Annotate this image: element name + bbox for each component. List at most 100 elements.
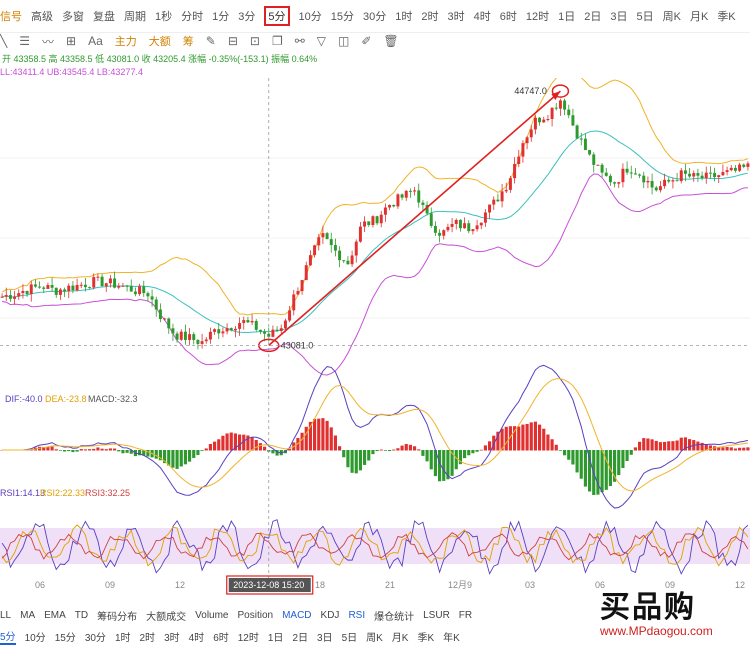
tab-item[interactable]: MACD [282,609,312,621]
tab-item[interactable]: 5日 [341,632,358,644]
period-tab[interactable]: 10分 [298,11,322,23]
line-tool-icon[interactable]: ╲ [0,34,8,48]
tab-item[interactable]: TD [74,609,89,621]
period-tab[interactable]: 分时 [181,11,204,23]
tab-item[interactable]: 4时 [188,632,205,644]
candle-body [4,295,8,297]
tab-item[interactable]: FR [458,609,473,621]
tab-item[interactable]: EMA [44,609,66,621]
tab-item[interactable]: 周K [366,632,383,644]
camera-icon[interactable]: ◫ [338,34,350,48]
tab-item[interactable]: 5分 [0,628,16,645]
rsi-line [1,532,749,561]
candle-body [513,164,517,179]
tab-item[interactable]: LL [0,609,12,621]
hline-tool-icon[interactable]: ☰ [19,34,30,48]
tab-item[interactable]: LSUR [423,609,450,621]
period-tab[interactable]: 12时 [525,11,550,23]
crosshair-tool-icon[interactable]: ⊞ [66,34,77,48]
tab-item[interactable]: 1日 [267,632,284,644]
tab-item[interactable]: RSI [348,609,366,621]
macd-bar [121,450,125,454]
tab-item[interactable]: 3时 [164,632,180,644]
period-tab[interactable]: 2时 [421,11,439,23]
toolbar-item[interactable]: 主力 [114,36,137,48]
macd-bar [113,448,117,451]
period-tab[interactable]: 4时 [473,11,491,23]
lock-icon[interactable]: ⊡ [249,34,260,48]
candle-body [83,284,87,288]
tab-item[interactable]: 1时 [114,632,131,644]
tab-item[interactable]: MA [20,609,36,621]
period-tab[interactable]: 多窗 [62,11,84,23]
candle-body [392,205,396,207]
macd-bar [167,450,171,466]
period-tab[interactable]: 5日 [636,11,654,23]
candle-body [525,137,529,144]
macd-bar [329,427,333,451]
tab-item[interactable]: 2时 [139,632,156,644]
filter-icon[interactable]: ▽ [316,34,327,48]
period-tab[interactable]: 1日 [558,11,576,23]
tab-item[interactable]: 12时 [237,632,259,644]
period-tab[interactable]: 1秒 [155,11,173,23]
trash-icon[interactable]: 🗑 [383,34,399,48]
candle-body [742,164,746,167]
tab-item[interactable]: Position [237,609,274,621]
period-tab[interactable]: 15分 [330,11,354,23]
brush-icon[interactable]: ✐ [361,34,372,48]
macd-bar [492,435,496,451]
copy-icon[interactable]: ❐ [271,34,283,48]
link-icon[interactable]: ⚯ [294,34,305,48]
period-tab[interactable]: 5分 [264,6,290,26]
text-tool-icon[interactable]: Aa [88,34,103,48]
period-tab[interactable]: 3日 [610,11,628,23]
pencil-icon[interactable]: ✎ [205,34,216,48]
tab-item[interactable]: 月K [391,632,409,644]
tab-item[interactable]: 15分 [54,632,76,644]
macd-bar [671,441,675,451]
macd-bar [575,450,579,473]
period-tab[interactable]: 周K [662,11,681,23]
period-tab[interactable]: 30分 [363,11,387,23]
macd-bar [258,443,262,451]
tab-item[interactable]: 年K [443,632,460,644]
tab-item[interactable]: 爆仓统计 [374,611,415,623]
x-tick-label: 06 [35,580,45,590]
tab-item[interactable]: 筹码分布 [97,611,138,623]
period-tab[interactable]: 2日 [584,11,602,23]
period-tab[interactable]: 周期 [124,11,146,23]
period-tab[interactable]: 3时 [447,11,465,23]
tab-item[interactable]: 季K [417,632,435,644]
macd-bar [708,445,712,451]
tab-item[interactable]: 6时 [213,632,229,644]
candle-body [688,173,692,177]
period-tab[interactable]: 1分 [212,11,230,23]
period-tab[interactable]: 1时 [395,11,413,23]
candle-body [250,320,254,323]
tab-item[interactable]: 10分 [24,632,46,644]
candle-body [596,164,600,166]
candle-body [146,293,150,297]
period-tab[interactable]: 3分 [238,11,256,23]
wave-tool-icon[interactable]: 〰 [42,34,55,49]
toolbar-item[interactable]: 筹 [182,36,194,48]
candle-body [546,118,550,120]
period-tab[interactable]: 信号 [0,11,22,23]
tab-item[interactable]: 大额成交 [146,611,187,623]
tab-item[interactable]: 3日 [317,632,333,644]
ruler-icon[interactable]: ⊟ [227,34,238,48]
tab-item[interactable]: 30分 [84,632,106,644]
period-tab[interactable]: 6时 [499,11,517,23]
candle-body [504,189,508,192]
macd-bar [454,450,458,470]
main-chart[interactable]: DIF:-40.0 DEA:-23.8 MACD:-32.3 RSI1:14.13R… [0,78,750,598]
period-tab[interactable]: 复盘 [93,11,115,23]
period-tab[interactable]: 高级 [31,11,53,23]
period-tab[interactable]: 季K [717,11,736,23]
toolbar-item[interactable]: 大额 [148,36,171,48]
period-tab[interactable]: 月K [689,11,709,23]
tab-item[interactable]: KDJ [320,609,340,621]
tab-item[interactable]: Volume [195,609,229,621]
tab-item[interactable]: 2日 [292,632,308,644]
